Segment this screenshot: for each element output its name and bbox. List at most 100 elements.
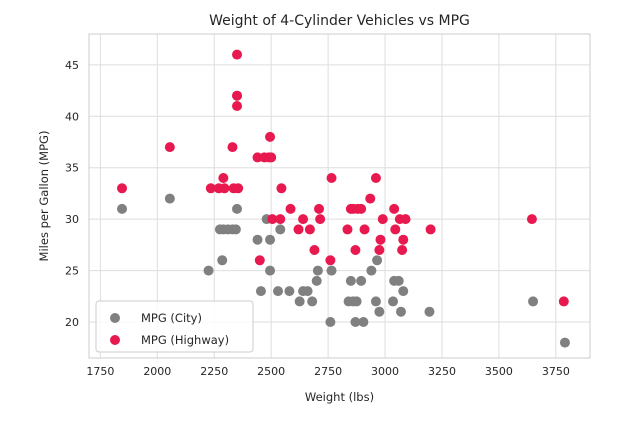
- city-mpg-point: [398, 286, 409, 297]
- city-mpg-point: [203, 265, 214, 276]
- highway-mpg-point: [558, 296, 569, 307]
- y-tick-label: 25: [65, 265, 79, 278]
- city-mpg-point: [370, 296, 381, 307]
- city-mpg-point: [230, 224, 241, 235]
- highway-mpg-point: [400, 214, 411, 225]
- highway-mpg-point: [356, 203, 367, 214]
- highway-mpg-point: [390, 224, 401, 235]
- plot-frame: [88, 33, 591, 359]
- city-mpg-point: [388, 296, 399, 307]
- highway-mpg-point: [285, 203, 296, 214]
- city-mpg-point: [284, 286, 295, 297]
- city-mpg-point: [265, 234, 276, 245]
- y-tick-label: 35: [65, 162, 79, 175]
- highway-mpg-point: [397, 245, 408, 255]
- highway-mpg-point: [219, 183, 230, 194]
- highway-mpg-point: [254, 255, 265, 266]
- highway-mpg-point: [425, 224, 436, 235]
- chart-title: Weight of 4-Cylinder Vehicles vs MPG: [209, 13, 470, 29]
- highway-mpg-point: [265, 131, 276, 142]
- city-mpg-point: [345, 275, 356, 286]
- city-mpg-point: [356, 275, 367, 286]
- city-mpg-point: [351, 296, 362, 307]
- highway-mpg-point: [276, 183, 287, 194]
- city-mpg-point: [326, 265, 337, 276]
- highway-mpg-point: [293, 224, 304, 235]
- city-mpg-point: [312, 265, 323, 276]
- highway-mpg-point: [342, 224, 353, 235]
- city-mpg-point: [232, 203, 243, 214]
- city-mpg-point: [252, 234, 263, 245]
- city-mpg-point: [358, 317, 369, 327]
- highway-mpg-point: [370, 173, 381, 183]
- city-mpg-point: [395, 306, 406, 317]
- x-tick-label: 2000: [143, 365, 171, 378]
- highway-mpg-point: [326, 173, 337, 183]
- city-mpg-point: [164, 193, 175, 204]
- highway-mpg-point: [398, 234, 409, 245]
- x-tick-label: 2750: [314, 365, 342, 378]
- city-mpg-point: [273, 286, 284, 297]
- x-axis-label: Weight (lbs): [305, 390, 374, 404]
- legend: MPG (City) MPG (Highway): [95, 300, 254, 353]
- highway-mpg-point: [526, 214, 537, 225]
- highway-mpg-point: [389, 203, 400, 214]
- legend-marker-highway: [110, 335, 120, 345]
- y-tick-label: 20: [65, 316, 79, 329]
- highway-mpg-point: [314, 203, 325, 214]
- x-tick-label: 1750: [86, 365, 114, 378]
- highway-mpg-point: [304, 224, 315, 235]
- y-axis-label: Miles per Gallon (MPG): [37, 131, 51, 262]
- city-mpg-point: [265, 265, 276, 276]
- highway-mpg-point: [227, 142, 238, 153]
- highway-mpg-point: [252, 152, 263, 163]
- highway-mpg-point: [164, 142, 175, 153]
- highway-mpg-point: [232, 90, 243, 101]
- highway-mpg-point: [232, 49, 243, 60]
- x-tick-label: 2250: [200, 365, 228, 378]
- x-tick-labels: 1750 2000 2250 2500 2750 3000 3250 3500 3750: [86, 365, 569, 378]
- city-mpg-point: [393, 275, 404, 286]
- x-tick-label: 3500: [485, 365, 513, 378]
- highway-mpg-point: [232, 101, 243, 111]
- city-mpg-point: [117, 203, 128, 214]
- city-mpg-point: [528, 296, 539, 307]
- highway-mpg-point: [298, 214, 309, 225]
- city-mpg-point: [325, 317, 336, 327]
- highway-mpg-point: [365, 193, 376, 204]
- city-mpg-point: [302, 286, 313, 297]
- x-tick-label: 3000: [371, 365, 399, 378]
- highway-mpg-point: [205, 183, 216, 194]
- city-mpg-point: [374, 306, 385, 317]
- highway-mpg-point: [374, 245, 385, 255]
- highway-mpg-point: [350, 245, 361, 255]
- x-tick-label: 2500: [257, 365, 285, 378]
- highway-mpg-point: [315, 214, 326, 225]
- highway-mpg-point: [375, 234, 386, 245]
- highway-mpg-point: [266, 152, 277, 163]
- grid-lines: [89, 34, 590, 358]
- city-mpg-point: [255, 286, 266, 297]
- city-mpg-point: [307, 296, 318, 307]
- y-tick-label: 30: [65, 213, 79, 226]
- highway-mpg-point: [359, 224, 370, 235]
- city-mpg-point: [372, 255, 383, 266]
- y-tick-label: 45: [65, 59, 79, 72]
- y-tick-label: 40: [65, 110, 79, 123]
- city-mpg-point: [424, 306, 435, 317]
- highway-mpg-point: [233, 183, 244, 194]
- city-mpg-point: [366, 265, 377, 276]
- legend-box: [95, 300, 254, 353]
- highway-mpg-point: [267, 214, 278, 225]
- highway-mpg-point: [325, 255, 336, 266]
- x-tick-label: 3250: [428, 365, 456, 378]
- legend-label-highway: MPG (Highway): [141, 333, 229, 347]
- city-mpg-point: [294, 296, 305, 307]
- city-mpg-point: [350, 317, 361, 327]
- city-mpg-point: [275, 224, 286, 235]
- highway-mpg-point: [309, 245, 320, 255]
- y-tick-labels: 20 25 30 35 40 45: [65, 59, 79, 329]
- city-mpg-point: [217, 255, 228, 266]
- city-mpg-point: [311, 275, 322, 286]
- data-points: [117, 49, 570, 348]
